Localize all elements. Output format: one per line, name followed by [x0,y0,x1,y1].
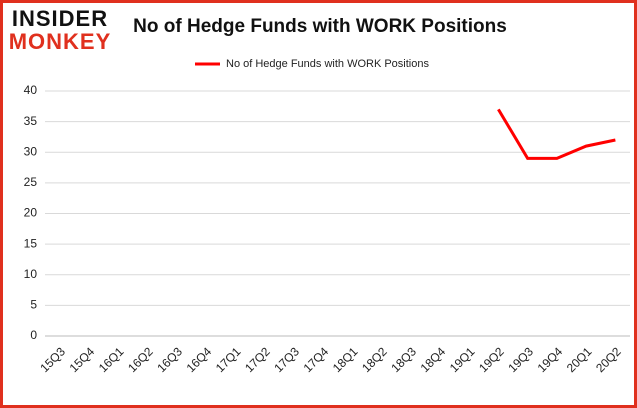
logo-top: INSIDER [12,6,108,31]
legend-label: No of Hedge Funds with WORK Positions [226,58,429,70]
y-tick-label: 5 [30,298,37,312]
y-tick-label: 15 [24,236,38,250]
y-tick-label: 20 [24,206,38,220]
chart-title: No of Hedge Funds with WORK Positions [133,16,507,37]
y-tick-label: 0 [30,328,37,342]
data-line [497,108,616,160]
y-tick-label: 10 [24,267,38,281]
y-tick-label: 25 [24,175,38,189]
logo-bottom: MONKEY [9,29,112,54]
y-tick-label: 40 [24,83,38,97]
y-tick-label: 35 [24,114,38,128]
y-tick-label: 30 [24,144,38,158]
